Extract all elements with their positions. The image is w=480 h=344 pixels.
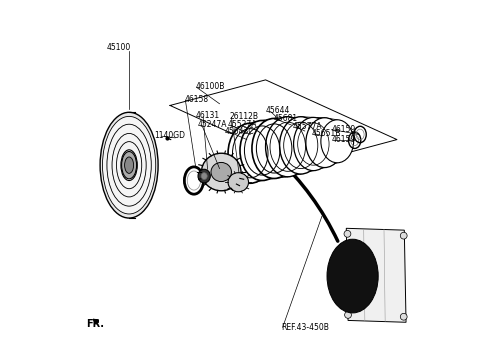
Circle shape <box>345 311 351 318</box>
Ellipse shape <box>265 117 310 177</box>
Ellipse shape <box>121 151 137 179</box>
Ellipse shape <box>201 173 207 180</box>
Text: 26112B: 26112B <box>230 112 259 121</box>
Circle shape <box>400 313 407 320</box>
Text: 45577A: 45577A <box>293 122 323 131</box>
Text: 45651B: 45651B <box>312 129 341 138</box>
Ellipse shape <box>306 118 343 168</box>
Polygon shape <box>346 228 406 322</box>
Ellipse shape <box>100 112 158 218</box>
Text: 45100: 45100 <box>107 43 131 52</box>
Text: 45247A: 45247A <box>197 120 227 129</box>
Text: 1140GD: 1140GD <box>154 131 185 140</box>
Text: 46159: 46159 <box>332 135 356 144</box>
Text: 45527A: 45527A <box>228 120 258 129</box>
Ellipse shape <box>327 239 378 313</box>
Text: 46159: 46159 <box>332 125 356 134</box>
Circle shape <box>344 230 351 237</box>
Ellipse shape <box>103 116 156 214</box>
Text: 45644: 45644 <box>265 106 290 115</box>
Ellipse shape <box>321 120 354 163</box>
Ellipse shape <box>211 162 231 182</box>
Ellipse shape <box>252 118 296 179</box>
Text: 45681: 45681 <box>274 114 298 123</box>
Ellipse shape <box>198 169 210 183</box>
Text: 46100B: 46100B <box>196 82 225 91</box>
Ellipse shape <box>202 153 241 191</box>
Ellipse shape <box>228 173 249 192</box>
Text: REF.43-450B: REF.43-450B <box>281 323 329 332</box>
Ellipse shape <box>240 120 284 181</box>
Ellipse shape <box>228 123 273 183</box>
Ellipse shape <box>279 117 322 174</box>
Text: 46158: 46158 <box>185 95 209 104</box>
Text: 45643C: 45643C <box>225 127 254 136</box>
Ellipse shape <box>294 117 333 171</box>
Text: FR.: FR. <box>86 319 105 329</box>
Ellipse shape <box>125 157 133 173</box>
Circle shape <box>400 232 407 239</box>
Text: 46131: 46131 <box>196 111 220 120</box>
